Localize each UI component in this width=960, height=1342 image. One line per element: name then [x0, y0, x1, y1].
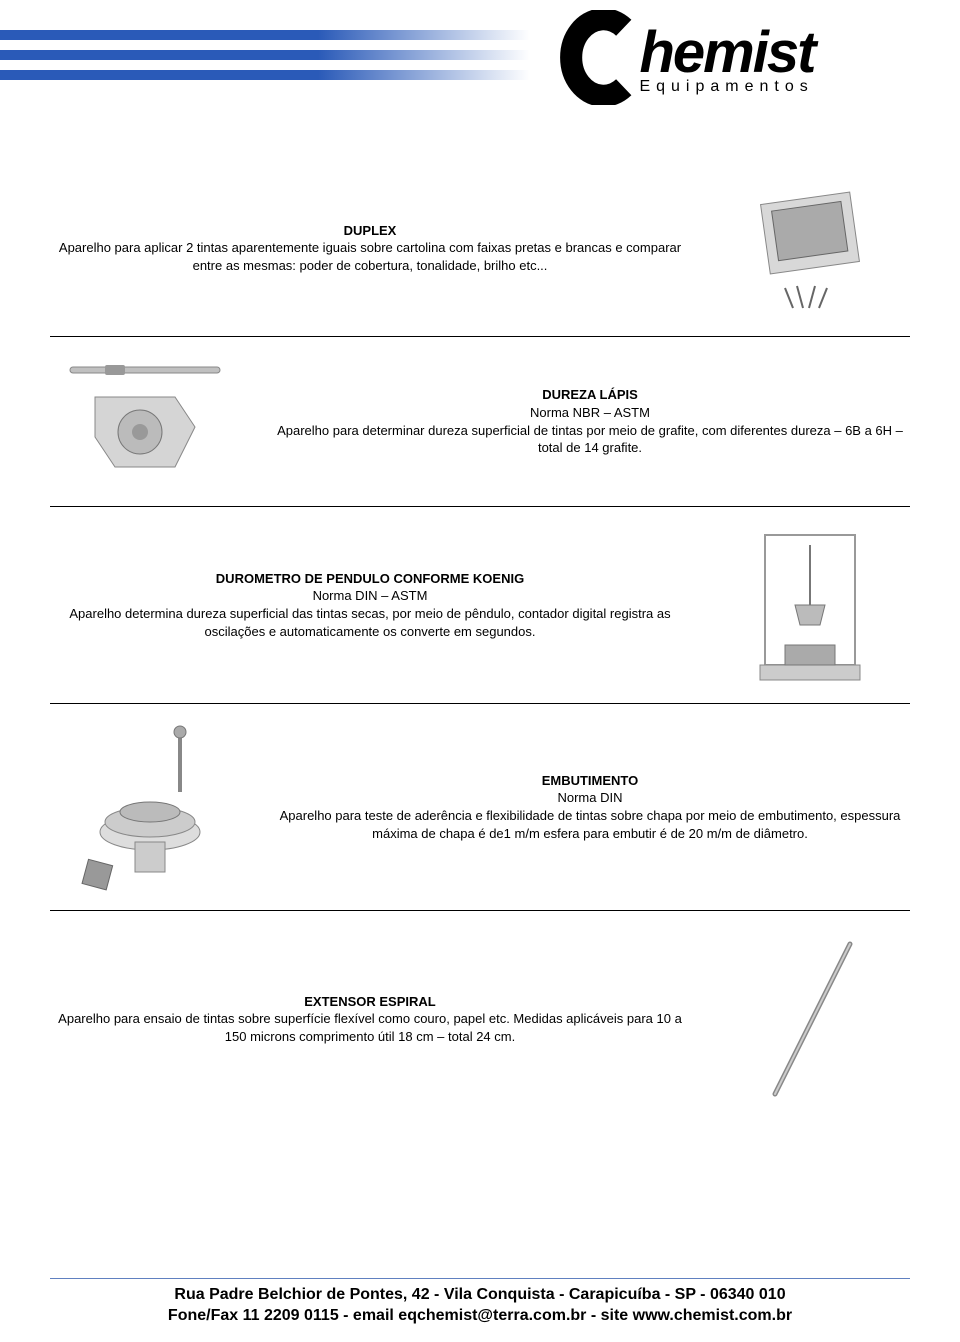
product-title: DUROMETRO DE PENDULO CONFORME KOENIG — [50, 570, 690, 588]
product-section-durometro: DUROMETRO DE PENDULO CONFORME KOENIG Nor… — [50, 507, 910, 704]
logo: hemist Equipamentos — [560, 10, 920, 105]
product-section-duplex: DUPLEX Aparelho para aplicar 2 tintas ap… — [50, 160, 910, 337]
product-image — [710, 929, 910, 1109]
product-section-extensor: EXTENSOR ESPIRAL Aparelho para ensaio de… — [50, 911, 910, 1127]
product-desc: Aparelho para aplicar 2 tintas aparentem… — [50, 239, 690, 274]
product-text: EXTENSOR ESPIRAL Aparelho para ensaio de… — [50, 993, 710, 1046]
product-image — [710, 525, 910, 685]
footer-contact: Fone/Fax 11 2209 0115 - email eqchemist@… — [90, 1306, 870, 1327]
product-title: DUPLEX — [50, 222, 690, 240]
logo-c-icon — [560, 10, 645, 105]
product-image — [710, 178, 910, 318]
product-title: DUREZA LÁPIS — [270, 386, 910, 404]
product-image — [50, 722, 250, 892]
product-title: EXTENSOR ESPIRAL — [50, 993, 690, 1011]
logo-text: hemist Equipamentos — [639, 19, 817, 96]
product-text: DUPLEX Aparelho para aplicar 2 tintas ap… — [50, 222, 710, 275]
page-footer: Rua Padre Belchior de Pontes, 42 - Vila … — [50, 1278, 910, 1327]
product-section-dureza-lapis: DUREZA LÁPIS Norma NBR – ASTM Aparelho p… — [50, 337, 910, 507]
page-header: hemist Equipamentos — [0, 0, 960, 140]
product-text: DUREZA LÁPIS Norma NBR – ASTM Aparelho p… — [250, 386, 910, 456]
product-desc: Aparelho determina dureza superficial da… — [50, 605, 690, 640]
product-image — [50, 357, 250, 487]
content-area: DUPLEX Aparelho para aplicar 2 tintas ap… — [0, 140, 960, 1127]
product-title: EMBUTIMENTO — [270, 772, 910, 790]
product-subtitle: Norma DIN — [270, 789, 910, 807]
product-text: EMBUTIMENTO Norma DIN Aparelho para test… — [250, 772, 910, 842]
header-bars — [0, 30, 530, 90]
logo-sub-text: Equipamentos — [639, 78, 817, 96]
header-bar — [0, 70, 530, 80]
logo-main-text: hemist — [639, 19, 817, 86]
header-bar — [0, 30, 530, 40]
product-section-embutimento: EMBUTIMENTO Norma DIN Aparelho para test… — [50, 704, 910, 911]
product-desc: Aparelho para ensaio de tintas sobre sup… — [50, 1010, 690, 1045]
product-subtitle: Norma NBR – ASTM — [270, 404, 910, 422]
footer-address: Rua Padre Belchior de Pontes, 42 - Vila … — [90, 1285, 870, 1306]
product-text: DUROMETRO DE PENDULO CONFORME KOENIG Nor… — [50, 570, 710, 640]
header-bar — [0, 50, 530, 60]
product-subtitle: Norma DIN – ASTM — [50, 587, 690, 605]
product-desc: Aparelho para teste de aderência e flexi… — [270, 807, 910, 842]
product-desc: Aparelho para determinar dureza superfic… — [270, 422, 910, 457]
